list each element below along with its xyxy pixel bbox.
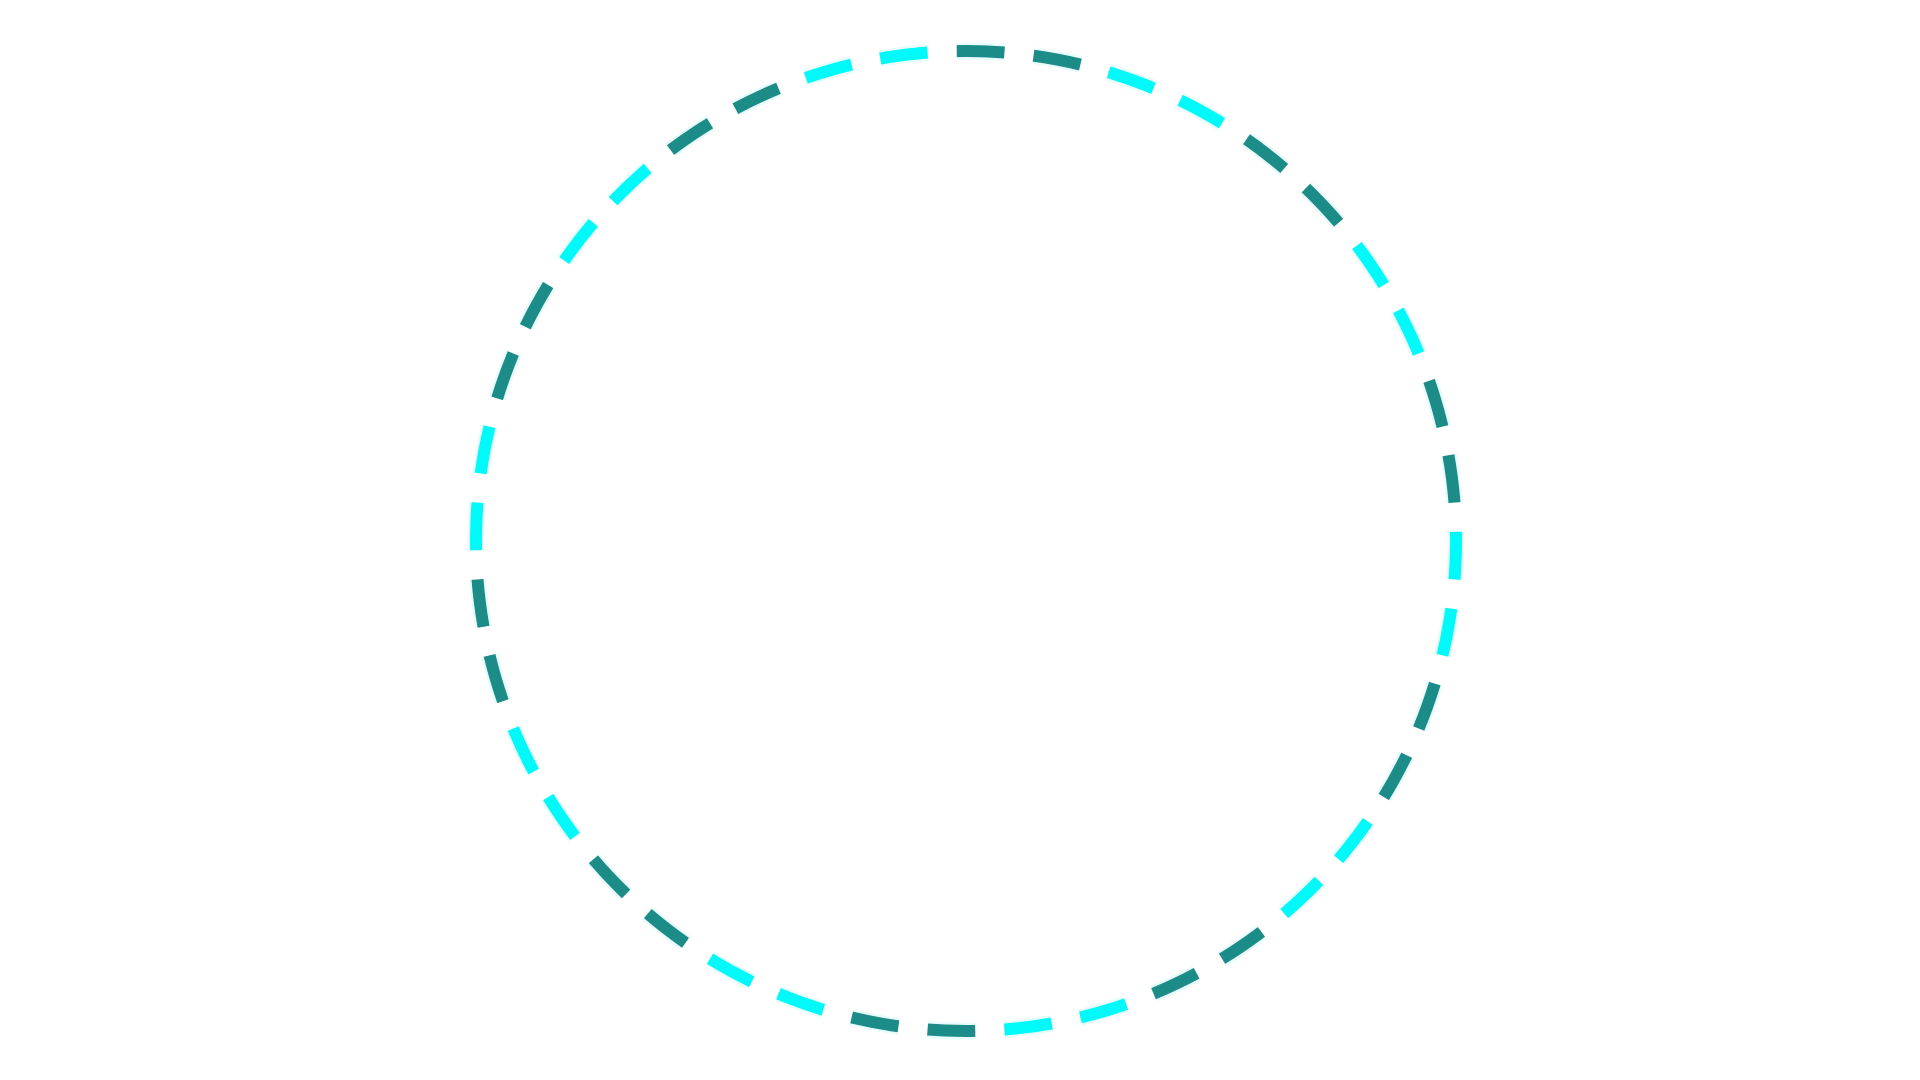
ring-dash-dark — [956, 45, 1005, 59]
ring-dash-dark — [1301, 183, 1344, 227]
ring-dash-light — [474, 425, 496, 475]
ring-dash-dark — [850, 1011, 900, 1033]
ring-dash-dark — [1218, 927, 1266, 964]
ring-dash-dark — [588, 855, 631, 899]
ring-dash-dark — [519, 281, 554, 330]
ring-dash-light — [1393, 307, 1425, 356]
ring-dash-dark — [1413, 681, 1441, 731]
ring-dash-dark — [732, 82, 781, 114]
ring-dash-light — [507, 726, 539, 775]
ring-dash-light — [1448, 531, 1462, 580]
ring-dash-light — [470, 502, 484, 551]
ring-dash-light — [1177, 94, 1226, 129]
ring-dash-light — [803, 58, 854, 84]
ring-dash-dark — [1151, 968, 1200, 1000]
ring-dash-light — [1280, 876, 1324, 919]
ring-dash-light — [1334, 818, 1373, 864]
ring-dash-light — [543, 793, 580, 841]
ring-dash-light — [1106, 66, 1156, 94]
ring-dash-dark — [471, 578, 490, 628]
ring-dash-dark — [1378, 752, 1413, 801]
ring-dash-light — [1352, 241, 1389, 289]
ring-dash-light — [706, 953, 755, 988]
ring-dash-light — [1078, 998, 1129, 1024]
ring-dash-dark — [1423, 378, 1449, 429]
ring-dash-dark — [483, 653, 509, 704]
ring-dash-dark — [666, 118, 714, 155]
ring-dash-dark — [1243, 134, 1289, 173]
ring-dash-dark — [1442, 454, 1461, 504]
ring-dash-light — [879, 46, 929, 65]
ring-dash-light — [776, 988, 826, 1016]
ring-dash-dark — [1032, 49, 1082, 71]
ring-dash-light — [608, 163, 652, 206]
ring-dash-dark — [491, 351, 519, 401]
ring-dash-light — [559, 218, 598, 264]
ring-dash-light — [1436, 607, 1458, 657]
ring-dash-dark — [643, 909, 689, 948]
ring-dash-dark — [927, 1023, 976, 1037]
ring-dash-light — [1003, 1017, 1053, 1036]
